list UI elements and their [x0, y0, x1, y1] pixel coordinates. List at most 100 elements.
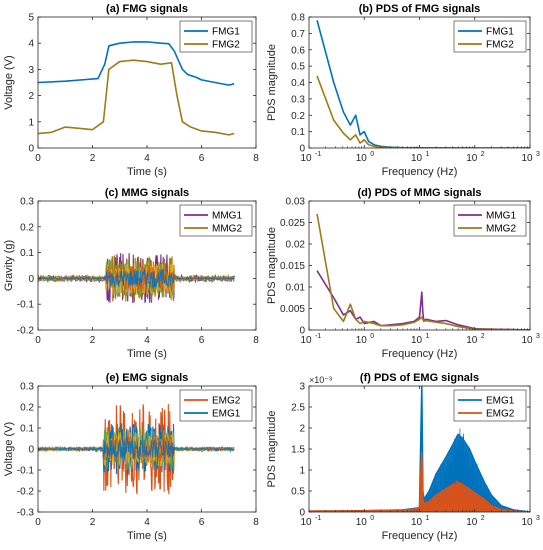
y-tick-label: -0.1 — [17, 466, 35, 477]
y-tick-label: 3 — [299, 382, 305, 393]
x-tick-label: 8 — [253, 517, 259, 528]
y-tick-label: 0 — [299, 508, 305, 519]
y-tick-label: 0.6 — [291, 45, 305, 56]
panel-mmg: 0 2 4 6 8 -0.2 -0.1 0 0.1 0.2 0.3 (c) MMG signals Ti… — [3, 187, 259, 360]
y-tick-label: 0.5 — [291, 62, 305, 73]
y-tick-label: 0.3 — [291, 94, 305, 105]
series-line-EMG2 — [309, 452, 530, 512]
y-tick-label: 0.2 — [20, 222, 34, 233]
y-tick-label: 0.1 — [20, 424, 34, 435]
x-tick-label: 4 — [144, 517, 150, 528]
x-tick-label: 10 — [466, 335, 478, 346]
x-tick-label: 6 — [199, 335, 205, 346]
legend-label: EMG1 — [486, 396, 515, 407]
x-tick-label: 0 — [35, 153, 41, 164]
y-axis-label: PDS magnitude — [266, 227, 278, 304]
x-tick-label: 10 — [356, 153, 368, 164]
x-tick-exponent: 1 — [426, 515, 430, 522]
legend-label: MMG2 — [486, 224, 516, 235]
legend-label: EMG1 — [212, 409, 241, 420]
noise-layer — [38, 262, 235, 295]
legend: FMG1 FMG2 — [453, 20, 527, 53]
y-tick-label: 0.7 — [291, 29, 305, 40]
legend-box — [179, 204, 253, 237]
x-tick-label: 10 — [356, 517, 368, 528]
x-tick-label: 2 — [90, 517, 96, 528]
y-axis-label: PDS magnitude — [266, 410, 278, 487]
series-line-FMG2 — [38, 59, 235, 136]
y-tick-label: 5 — [28, 13, 34, 24]
y-tick-label: 0.2 — [20, 403, 34, 414]
y-tick-label: 0 — [299, 144, 305, 155]
series-fill-EMG2 — [309, 453, 530, 512]
panel-title: (c) MMG signals — [105, 187, 189, 199]
panel-title: (e) EMG signals — [106, 372, 189, 384]
x-tick-exponent: 2 — [481, 515, 485, 522]
x-tick-exponent: 0 — [370, 515, 374, 522]
legend-box — [453, 20, 527, 53]
y-tick-label: 1 — [299, 466, 305, 477]
y-tick-label: 0.3 — [20, 382, 34, 393]
legend-box — [179, 389, 253, 422]
x-tick-label: 10 — [411, 335, 423, 346]
y-tick-label: 0 — [28, 274, 34, 285]
y-exponent-label: ×10⁻³ — [309, 375, 332, 385]
series-group — [38, 404, 235, 495]
x-tick-label: 10 — [521, 153, 533, 164]
y-tick-label: -0.3 — [17, 508, 35, 519]
x-tick-exponent: 3 — [536, 151, 540, 158]
legend: MMG1 MMG2 — [179, 204, 253, 237]
series-line-FMG1 — [38, 41, 235, 86]
x-tick-label: 8 — [253, 335, 259, 346]
legend: EMG1 EMG2 — [453, 389, 527, 422]
y-tick-label: 2 — [299, 424, 305, 435]
y-tick-label: 0.03 — [286, 197, 306, 208]
x-tick-exponent: 0 — [370, 333, 374, 340]
panel-pds-fmg: 10 -1 10 0 10 1 10 2 10 300.10.20.30.40.50.60.70.… — [266, 3, 540, 178]
x-tick-label: 10 — [411, 153, 423, 164]
legend-box — [179, 20, 253, 53]
x-tick-label: 2 — [90, 335, 96, 346]
panel-title: (d) PDS of MMG signals — [357, 187, 481, 199]
panel-pds-emg: 10 -1 10 0 10 1 10 2 10 300.511.522.53(f) PDS of … — [266, 372, 540, 542]
x-tick-label: 10 — [300, 153, 312, 164]
y-axis-label: Voltage (V) — [3, 55, 15, 109]
x-axis-label: Frequency (Hz) — [382, 530, 458, 542]
x-axis-label: Frequency (Hz) — [382, 348, 458, 360]
y-axis-label: Voltage (V) — [3, 422, 15, 476]
y-tick-label: 0.3 — [20, 197, 34, 208]
noise-layer — [38, 438, 235, 459]
x-tick-label: 10 — [300, 517, 312, 528]
legend-box — [453, 204, 527, 237]
x-axis-label: Time (s) — [127, 166, 167, 178]
y-axis-label: Gravity (g) — [3, 240, 15, 291]
series-group — [316, 213, 530, 330]
legend: EMG2 EMG1 — [179, 389, 253, 422]
y-tick-label: 0.025 — [280, 218, 305, 229]
x-tick-label: 6 — [199, 153, 205, 164]
panel-title: (b) PDS of FMG signals — [359, 3, 481, 15]
legend-label: MMG2 — [212, 224, 242, 235]
x-tick-exponent: 1 — [426, 333, 430, 340]
legend-box — [453, 389, 527, 422]
y-tick-label: 1 — [28, 117, 34, 128]
x-tick-label: 4 — [144, 335, 150, 346]
legend-label: EMG2 — [486, 409, 515, 420]
x-tick-label: 0 — [35, 517, 41, 528]
x-tick-exponent: 2 — [481, 333, 485, 340]
y-tick-label: 0.5 — [291, 487, 305, 498]
y-tick-label: 0.015 — [280, 261, 305, 272]
x-tick-label: 10 — [300, 335, 312, 346]
y-tick-label: 4 — [28, 39, 34, 50]
legend-label: FMG2 — [212, 40, 240, 51]
series-line-MMG2 — [316, 213, 530, 330]
legend-label: EMG2 — [212, 396, 241, 407]
x-tick-exponent: 3 — [536, 333, 540, 340]
x-tick-label: 0 — [35, 335, 41, 346]
y-tick-label: 3 — [28, 65, 34, 76]
x-tick-label: 8 — [253, 153, 259, 164]
y-tick-label: 0.8 — [291, 13, 305, 24]
x-tick-label: 10 — [466, 517, 478, 528]
panel-fmg: 0 2 4 6 8 0 1 2 3 4 5 (a) FMG signals Time (s) Voltag… — [3, 3, 259, 178]
